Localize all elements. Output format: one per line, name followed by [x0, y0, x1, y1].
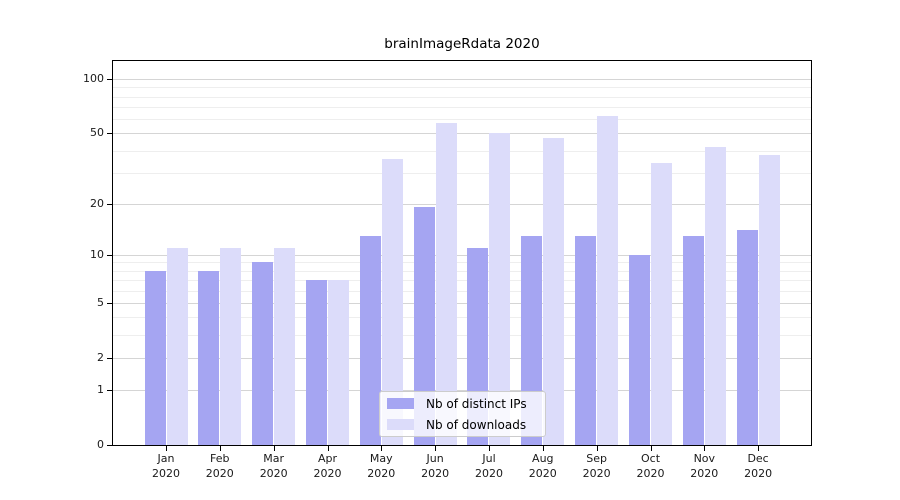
minor-gridline	[113, 107, 811, 108]
y-tick-label: 100	[83, 72, 104, 85]
x-tick-label: Mar 2020	[259, 452, 288, 480]
minor-gridline	[113, 335, 811, 337]
bar-distinct-ips-sep	[575, 235, 597, 445]
x-tick-mark	[219, 446, 221, 451]
bar-distinct-ips-feb	[198, 270, 220, 445]
major-gridline	[113, 357, 811, 359]
x-tick-label: Feb 2020	[205, 452, 234, 480]
x-tick-label: Jan 2020	[152, 452, 180, 480]
y-tick-label: 5	[97, 295, 104, 309]
x-tick-mark	[758, 446, 760, 451]
major-gridline	[113, 390, 811, 391]
minor-gridline	[113, 172, 811, 174]
x-tick-label: Jun 2020	[421, 452, 450, 480]
y-tick-label: 2	[97, 350, 104, 364]
y-tick-label: 50	[90, 126, 104, 140]
x-tick-mark	[166, 446, 167, 451]
y-tick-mark	[107, 445, 113, 446]
major-gridline	[113, 254, 811, 256]
x-tick-mark	[273, 446, 275, 451]
minor-gridline	[113, 270, 811, 272]
minor-gridline	[113, 290, 811, 292]
bar-downloads-jan	[166, 247, 188, 445]
x-tick-mark	[489, 446, 490, 451]
minor-gridline	[113, 317, 811, 319]
x-tick-label: Nov 2020	[690, 452, 719, 480]
bar-downloads-nov	[704, 146, 726, 445]
chart-title: brainImageRdata 2020	[384, 36, 540, 52]
major-gridline	[113, 79, 811, 80]
legend-item-downloads: Nb of downloads	[380, 416, 545, 434]
bar-downloads-may	[381, 158, 403, 445]
bar-downloads-jun	[435, 123, 457, 445]
y-tick-mark	[107, 203, 113, 205]
bar-downloads-aug	[543, 138, 565, 445]
bar-distinct-ips-may	[359, 235, 381, 445]
x-tick-label: Oct 2020	[636, 452, 665, 480]
x-tick-mark	[435, 446, 437, 451]
minor-gridline	[113, 280, 811, 282]
y-tick-mark	[107, 302, 113, 304]
minor-gridline	[113, 119, 811, 120]
x-tick-mark	[704, 446, 706, 451]
x-tick-label: Aug 2020	[528, 452, 557, 480]
bar-distinct-ips-nov	[682, 235, 704, 445]
x-tick-label: Apr 2020	[313, 452, 342, 480]
bar-distinct-ips-dec	[736, 230, 758, 445]
minor-gridline	[113, 150, 811, 152]
y-tick-label: 1	[97, 383, 104, 396]
bar-distinct-ips-mar	[252, 262, 274, 445]
x-tick-mark	[650, 446, 652, 451]
bar-downloads-jul	[489, 133, 511, 445]
y-tick-mark	[107, 79, 113, 80]
bar-distinct-ips-apr	[305, 280, 327, 445]
x-tick-label: Sep 2020	[582, 452, 611, 480]
bar-downloads-mar	[274, 247, 296, 445]
y-tick-mark	[107, 357, 113, 359]
y-tick-mark	[107, 390, 113, 391]
legend-label-downloads: Nb of downloads	[426, 417, 527, 432]
x-tick-mark	[542, 446, 544, 451]
legend: Nb of distinct IPs Nb of downloads	[379, 391, 546, 437]
bar-downloads-sep	[597, 116, 619, 445]
legend-swatch-distinct-ips	[387, 398, 414, 409]
bar-distinct-ips-oct	[628, 254, 650, 445]
x-tick-mark	[596, 446, 598, 451]
legend-label-distinct-ips: Nb of distinct IPs	[426, 396, 527, 411]
legend-item-distinct-ips: Nb of distinct IPs	[380, 395, 545, 413]
minor-gridline	[113, 96, 811, 98]
bar-downloads-dec	[758, 154, 780, 445]
major-gridline	[113, 133, 811, 135]
x-tick-label: Dec 2020	[744, 452, 773, 480]
bar-downloads-feb	[220, 247, 242, 445]
bar-downloads-apr	[327, 280, 349, 445]
y-tick-mark	[107, 133, 113, 135]
minor-gridline	[113, 262, 811, 264]
bar-distinct-ips-jun	[413, 207, 435, 445]
x-tick-label: Jul 2020	[475, 452, 503, 480]
y-tick-label: 0	[97, 438, 104, 451]
x-tick-label: May 2020	[367, 452, 396, 480]
y-tick-label: 20	[90, 196, 104, 210]
bar-distinct-ips-jan	[144, 270, 166, 445]
x-tick-mark	[381, 446, 383, 451]
x-tick-mark	[327, 446, 329, 451]
major-gridline	[113, 203, 811, 205]
major-gridline	[113, 302, 811, 304]
y-tick-label: 10	[90, 247, 104, 261]
y-tick-mark	[107, 254, 113, 256]
plot-area	[113, 61, 811, 445]
bar-downloads-oct	[650, 163, 672, 445]
legend-swatch-downloads	[387, 419, 414, 430]
minor-gridline	[113, 87, 811, 89]
